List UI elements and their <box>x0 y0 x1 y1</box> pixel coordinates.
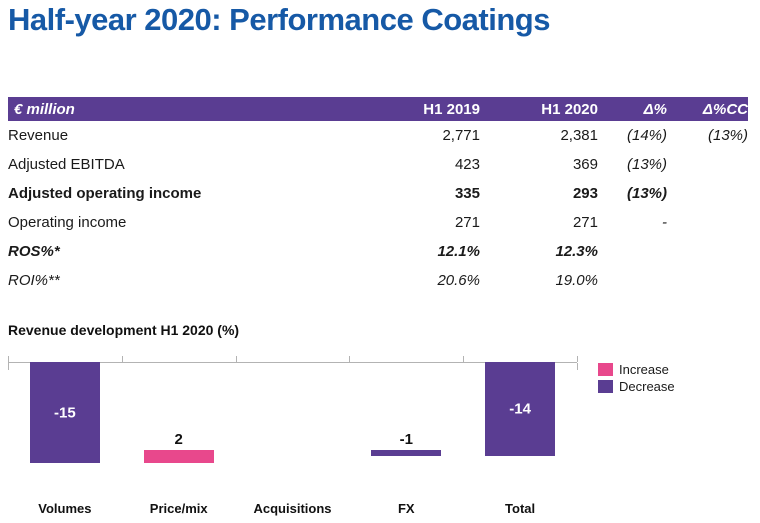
cell-h1-2019: 2,771 <box>442 127 480 144</box>
axis-end-tick <box>8 363 9 370</box>
legend-label: Decrease <box>619 378 675 394</box>
cell-delta: (14%) <box>626 127 667 144</box>
category-label-fx: FX <box>397 501 415 516</box>
cell-delta-cc <box>667 179 748 208</box>
cell-label: Revenue <box>8 127 69 144</box>
cell-h1-2020: 2,381 <box>560 127 598 144</box>
table-header-row: € million H1 2019 H1 2020 Δ% Δ%CC <box>8 97 748 121</box>
cell-delta <box>598 266 667 295</box>
cell-h1-2019: 423 <box>454 156 480 173</box>
cell-h1-2019: 12.1% <box>437 243 480 260</box>
cell-h1-2020: 293 <box>572 185 598 202</box>
cell-h1-2020: 369 <box>572 156 598 173</box>
cell-delta-cc <box>667 150 748 179</box>
bar-value-label: -14 <box>509 400 531 418</box>
chart-bar-price-mix <box>143 449 214 463</box>
cell-label: ROS%* <box>8 243 60 260</box>
legend-label: Increase <box>619 361 669 377</box>
axis-tick <box>577 356 578 362</box>
chart-title: Revenue development H1 2020 (%) <box>8 322 240 338</box>
category-label-acquisitions: Acquisitions <box>253 501 332 516</box>
table-body: Revenue 2,771 2,381 (14%) (13%) Adjusted EBIT… <box>8 121 748 295</box>
chart-bar-volumes: -15 <box>29 362 100 463</box>
legend-swatch-decrease <box>598 380 613 393</box>
cell-h1-2020: 19.0% <box>555 272 598 289</box>
cell-delta-cc <box>667 208 748 237</box>
bar-value-label: -15 <box>54 404 76 421</box>
table-row: Adjusted operating income 335 293 (13%) <box>8 179 748 208</box>
cell-delta-cc <box>667 266 748 295</box>
cell-delta: - <box>662 214 667 231</box>
cell-h1-2019: 335 <box>454 185 480 202</box>
cell-label: Adjusted EBITDA <box>8 156 125 173</box>
axis-tick <box>235 356 237 362</box>
cell-delta: (13%) <box>626 185 667 202</box>
category-label-price-mix: Price/mix <box>149 501 208 516</box>
chart-bar-total: -14 <box>485 362 556 457</box>
axis-tick <box>121 356 123 362</box>
axis-tick <box>8 356 9 362</box>
header-h1-2019: H1 2019 <box>288 97 480 121</box>
category-label-volumes: Volumes <box>38 501 92 516</box>
cell-delta <box>598 237 667 266</box>
table-row: ROS%* 12.1% 12.3% <box>8 237 748 266</box>
cell-h1-2019: 271 <box>454 214 480 231</box>
page-title: Half-year 2020: Performance Coatings <box>8 2 550 37</box>
header-delta-pct-cc: Δ%CC <box>667 97 748 121</box>
zero-axis-line <box>8 362 577 363</box>
table-row: Operating income 271 271 - <box>8 208 748 237</box>
table-row: Revenue 2,771 2,381 (14%) (13%) <box>8 121 748 150</box>
legend-swatch-increase <box>598 363 613 376</box>
cell-h1-2019: 20.6% <box>437 272 480 289</box>
cell-label: ROI%** <box>8 272 60 289</box>
legend-item-decrease: Decrease <box>598 378 675 395</box>
bar-value-label: 2 <box>174 430 183 448</box>
header-h1-2020: H1 2020 <box>480 97 598 121</box>
chart-legend: Increase Decrease <box>598 361 675 395</box>
axis-tick <box>463 356 465 362</box>
cell-delta-cc <box>667 237 748 266</box>
axis-end-tick <box>577 363 578 370</box>
header-euro-million: € million <box>8 97 288 121</box>
cell-label: Operating income <box>8 214 127 231</box>
axis-tick <box>349 356 351 362</box>
table-row: ROI%** 20.6% 19.0% <box>8 266 748 295</box>
cell-delta: (13%) <box>626 156 667 173</box>
cell-h1-2020: 12.3% <box>555 243 598 260</box>
cell-h1-2020: 271 <box>572 214 598 231</box>
cell-label: Adjusted operating income <box>8 185 202 202</box>
legend-item-increase: Increase <box>598 361 675 378</box>
bar-value-label: -1 <box>399 430 413 448</box>
cell-delta-cc: (13%) <box>707 127 748 144</box>
chart-bar-fx <box>371 449 442 457</box>
category-label-total: Total <box>505 501 536 516</box>
header-delta-pct: Δ% <box>598 97 667 121</box>
financial-table: € million H1 2019 H1 2020 Δ% Δ%CC Revenu… <box>8 97 748 295</box>
revenue-development-chart: -15 2 -1 -14 Increase Decrease Volumes Price/… <box>8 356 756 522</box>
table-row: Adjusted EBITDA 423 369 (13%) <box>8 150 748 179</box>
